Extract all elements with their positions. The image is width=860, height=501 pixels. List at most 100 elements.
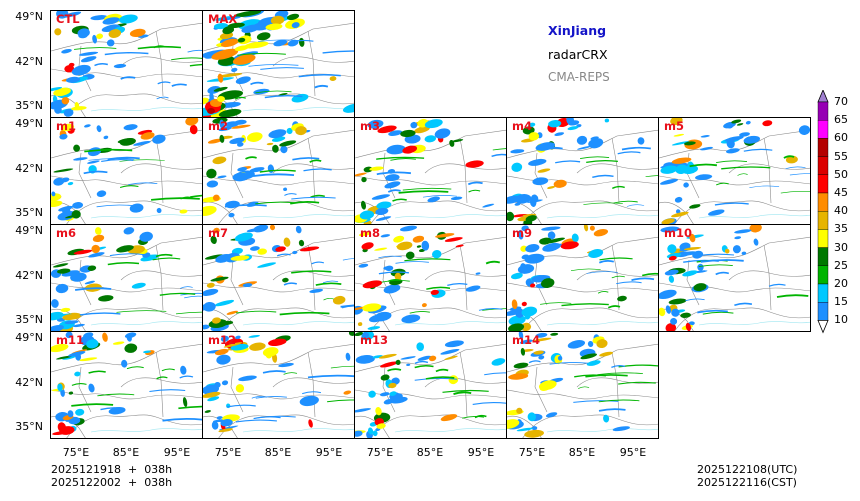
radar-echo [101, 24, 121, 32]
radar-echo [213, 227, 220, 234]
radar-echo [514, 194, 532, 204]
radar-echo [416, 245, 422, 248]
radar-echo [248, 335, 260, 338]
radar-echo [222, 26, 235, 35]
radar-echo [213, 86, 228, 92]
colorbar-segment [817, 229, 829, 248]
radar-echo [217, 73, 243, 78]
radar-echo [427, 196, 440, 203]
radar-field [203, 225, 354, 331]
radar-echo [428, 355, 437, 362]
radar-band [721, 166, 771, 170]
radar-echo [299, 395, 319, 407]
radar-echo [668, 275, 675, 283]
radar-echo [211, 421, 219, 430]
radar-echo [683, 247, 702, 251]
radar-field [507, 118, 658, 224]
radar-echo [753, 238, 759, 246]
radar-echo [421, 240, 430, 251]
radar-echo [444, 237, 463, 242]
radar-field [51, 118, 202, 224]
radar-echo [385, 174, 400, 182]
radar-echo [368, 427, 374, 435]
radar-echo [51, 311, 64, 321]
radar-echo [546, 237, 565, 244]
radar-echo [78, 51, 99, 56]
radar-echo [213, 23, 229, 30]
radar-echo [482, 203, 495, 208]
radar-band [613, 200, 638, 204]
radar-band [128, 182, 158, 185]
radar-echo [68, 62, 75, 67]
radar-echo [231, 67, 238, 72]
radar-echo [665, 305, 672, 314]
radar-band [311, 261, 325, 265]
radar-band [689, 163, 718, 168]
colorbar-segment [817, 247, 829, 267]
radar-echo [395, 359, 401, 365]
radar-echo [86, 339, 99, 349]
radar-band [484, 372, 506, 376]
radar-band [104, 52, 149, 56]
radar-echo [282, 277, 289, 283]
radar-band [715, 182, 729, 186]
radar-echo [661, 218, 675, 224]
radar-echo [298, 37, 305, 47]
radar-band [237, 52, 286, 56]
radar-echo [206, 180, 219, 188]
radar-field [51, 227, 202, 331]
radar-band [302, 391, 322, 395]
radar-band [472, 402, 506, 405]
radar-echo [355, 305, 364, 315]
radar-band [71, 403, 114, 407]
radar-echo [525, 215, 537, 222]
radar-echo [507, 211, 515, 222]
radar-band [378, 255, 402, 259]
map-panel-ctl: CTL [50, 10, 203, 118]
radar-echo [376, 423, 386, 429]
radar-band [597, 372, 643, 375]
radar-field [355, 225, 506, 331]
lon-tick-label: 85°E [568, 446, 596, 459]
radar-band [645, 175, 658, 178]
colorbar-segment [817, 101, 829, 121]
radar-echo [520, 347, 526, 356]
radar-echo [538, 355, 545, 360]
radar-echo [68, 351, 86, 357]
radar-echo [580, 353, 597, 360]
colorbar-segment [817, 174, 829, 194]
map-panel-m11: m11 [50, 331, 203, 439]
radar-echo [268, 338, 287, 347]
radar-echo [58, 205, 73, 212]
radar-echo [450, 196, 463, 201]
radar-field [203, 11, 354, 117]
panel-label: m3 [360, 119, 380, 133]
radar-band [381, 280, 410, 283]
radar-echo [402, 145, 418, 154]
radar-band [120, 76, 136, 80]
radar-echo [73, 144, 81, 152]
panel-label: m2 [208, 119, 228, 133]
radar-echo [102, 332, 108, 342]
radar-echo [295, 225, 302, 234]
radar-band [175, 311, 202, 315]
radar-echo [189, 124, 198, 135]
radar-echo [262, 347, 279, 357]
radar-echo [739, 132, 750, 137]
panel-label: m4 [512, 119, 532, 133]
radar-echo [762, 120, 773, 127]
radar-band [580, 156, 610, 160]
radar-echo [228, 212, 235, 218]
radar-band [395, 261, 429, 264]
radar-echo [590, 136, 599, 141]
radar-echo [204, 254, 224, 260]
radar-band [616, 281, 642, 285]
radar-echo [257, 262, 277, 268]
radar-echo [102, 17, 120, 25]
radar-echo [225, 200, 240, 209]
radar-echo [57, 383, 63, 392]
radar-echo [206, 282, 215, 288]
radar-field [659, 118, 810, 224]
radar-echo [697, 263, 704, 271]
map-panel-m14: m14 [506, 331, 659, 439]
